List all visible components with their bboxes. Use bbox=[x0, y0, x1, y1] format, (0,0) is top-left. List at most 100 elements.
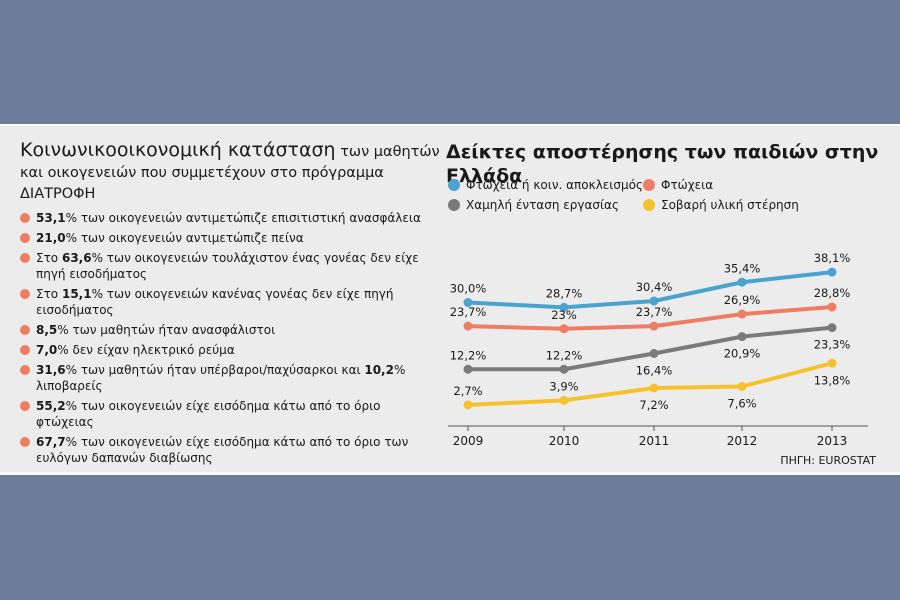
bullet-dot-icon bbox=[20, 289, 30, 299]
data-point bbox=[463, 298, 473, 307]
stat-prefix: Στο bbox=[36, 251, 62, 265]
data-point bbox=[649, 383, 659, 393]
legend-label: Φτώχεια ή κοιν. αποκλεισμός bbox=[466, 178, 643, 192]
left-column: Κοινωνικοοικονομική κατάσταση των μαθητώ… bbox=[20, 140, 440, 470]
legend-label: Χαμηλή ένταση εργασίας bbox=[466, 198, 619, 212]
bullet-dot-icon bbox=[20, 213, 30, 223]
data-point bbox=[559, 324, 569, 334]
bullet-dot-icon bbox=[20, 365, 30, 375]
data-label: 23,3% bbox=[814, 338, 851, 352]
x-tick-label: 2009 bbox=[453, 434, 484, 448]
stat-item: Στο 63,6% των οικογενειών τουλάχιστον έν… bbox=[20, 250, 440, 282]
data-label: 16,4% bbox=[636, 364, 673, 378]
source-note: ΠΗΓΗ: EUROSTAT bbox=[780, 454, 876, 467]
data-label: 23% bbox=[551, 308, 577, 322]
stats-list: 53,1% των οικογενειών αντιμετώπιζε επισι… bbox=[20, 210, 440, 466]
stat-item: 7,0% δεν είχαν ηλεκτρικό ρεύμα bbox=[20, 342, 440, 358]
data-point bbox=[559, 364, 569, 374]
x-tick-label: 2011 bbox=[639, 434, 670, 448]
stat-prefix: Στο bbox=[36, 287, 62, 301]
stat-text: % των μαθητών ήταν υπέρβαροι/παχύσαρκοι … bbox=[65, 363, 365, 377]
data-label: 12,2% bbox=[450, 348, 487, 362]
data-label: 30,0% bbox=[450, 282, 487, 296]
data-point bbox=[737, 332, 747, 342]
legend-item: Φτώχεια ή κοιν. αποκλεισμός bbox=[448, 178, 643, 192]
stat-value: 67,7 bbox=[36, 435, 66, 449]
data-label: 13,8% bbox=[814, 373, 851, 387]
data-point bbox=[827, 302, 837, 312]
x-tick-label: 2013 bbox=[817, 434, 848, 448]
data-point bbox=[649, 321, 659, 331]
bullet-dot-icon bbox=[20, 253, 30, 263]
stat-value: 55,2 bbox=[36, 399, 66, 413]
stat-text: % των οικογενειών αντιμετώπιζε πείνα bbox=[65, 231, 304, 245]
legend-label: Σοβαρή υλική στέρηση bbox=[661, 198, 799, 212]
stat-text: % των οικογενειών κανένας γονέας δεν είχ… bbox=[36, 287, 394, 317]
data-label: 23,7% bbox=[636, 305, 673, 319]
legend-item: Χαμηλή ένταση εργασίας bbox=[448, 198, 619, 212]
stat-item: 53,1% των οικογενειών αντιμετώπιζε επισι… bbox=[20, 210, 440, 226]
stat-text: % των οικογενειών είχε εισόδημα κάτω από… bbox=[36, 399, 381, 429]
data-point bbox=[649, 349, 659, 358]
stat-item: 67,7% των οικογενειών είχε εισόδημα κάτω… bbox=[20, 434, 440, 466]
legend-label: Φτώχεια bbox=[661, 178, 714, 192]
stat-text: % των οικογενειών τουλάχιστον ένας γονέα… bbox=[36, 251, 419, 281]
data-label: 20,9% bbox=[724, 347, 761, 361]
data-point bbox=[559, 302, 569, 312]
data-point bbox=[827, 267, 837, 277]
right-column: Δείκτες αποστέρησης των παιδιών στην Ελλ… bbox=[446, 140, 886, 470]
x-tick-label: 2010 bbox=[549, 434, 580, 448]
infographic-panel: Κοινωνικοοικονομική κατάσταση των μαθητώ… bbox=[0, 126, 900, 472]
data-point bbox=[463, 400, 473, 410]
legend-item: Σοβαρή υλική στέρηση bbox=[643, 198, 799, 212]
left-title-rest: των μαθητών και οικογενειών που συμμετέχ… bbox=[20, 144, 440, 202]
legend-item: Φτώχεια bbox=[643, 178, 713, 192]
data-point bbox=[737, 382, 747, 391]
data-point bbox=[827, 323, 837, 333]
bullet-dot-icon bbox=[20, 325, 30, 335]
data-label: 2,7% bbox=[453, 384, 482, 398]
bullet-dot-icon bbox=[20, 345, 30, 355]
legend-swatch-icon bbox=[643, 199, 655, 211]
data-point bbox=[559, 395, 569, 405]
stat-value: 10,2 bbox=[364, 363, 394, 377]
bottom-divider bbox=[0, 472, 900, 475]
data-point bbox=[463, 321, 473, 331]
stat-value: 15,1 bbox=[61, 287, 92, 301]
stat-text: % των οικογενειών είχε εισόδημα κάτω από… bbox=[36, 435, 409, 465]
stat-item: 31,6% των μαθητών ήταν υπέρβαροι/παχύσαρ… bbox=[20, 362, 440, 394]
bullet-dot-icon bbox=[20, 401, 30, 411]
chart-title: Δείκτες αποστέρησης των παιδιών στην Ελλ… bbox=[446, 141, 879, 187]
stat-value: 53,1 bbox=[36, 211, 66, 225]
data-label: 23,7% bbox=[450, 305, 487, 319]
data-point bbox=[737, 277, 747, 287]
data-label: 3,9% bbox=[549, 379, 578, 393]
bullet-dot-icon bbox=[20, 233, 30, 243]
stat-value: 31,6 bbox=[36, 363, 66, 377]
data-label: 35,4% bbox=[724, 261, 761, 275]
bullet-dot-icon bbox=[20, 437, 30, 447]
stat-value: 8,5 bbox=[36, 323, 58, 337]
stat-item: 8,5% των μαθητών ήταν ανασφάλιστοι bbox=[20, 322, 440, 338]
data-label: 28,7% bbox=[546, 286, 583, 300]
legend-swatch-icon bbox=[643, 179, 655, 191]
data-point bbox=[737, 309, 747, 319]
stat-text: % των μαθητών ήταν ανασφάλιστοι bbox=[57, 323, 276, 337]
data-label: 38,1% bbox=[814, 251, 851, 265]
stat-item: Στο 15,1% των οικογενειών κανένας γονέας… bbox=[20, 286, 440, 318]
data-label: 7,2% bbox=[639, 398, 668, 412]
stat-text: % δεν είχαν ηλεκτρικό ρεύμα bbox=[57, 343, 235, 357]
data-point bbox=[463, 364, 473, 374]
stat-text: % λιποβαρείς bbox=[36, 363, 406, 393]
data-label: 30,4% bbox=[636, 280, 673, 294]
data-point bbox=[649, 296, 659, 306]
stat-value: 63,6 bbox=[61, 251, 92, 265]
stat-value: 7,0 bbox=[36, 343, 58, 357]
stat-text: % των οικογενειών αντιμετώπιζε επισιτιστ… bbox=[65, 211, 421, 225]
x-tick-label: 2012 bbox=[727, 434, 758, 448]
data-label: 7,6% bbox=[727, 397, 756, 411]
top-divider bbox=[0, 124, 900, 126]
stat-item: 21,0% των οικογενειών αντιμετώπιζε πείνα bbox=[20, 230, 440, 246]
stat-item: 55,2% των οικογενειών είχε εισόδημα κάτω… bbox=[20, 398, 440, 430]
data-point bbox=[827, 358, 837, 368]
